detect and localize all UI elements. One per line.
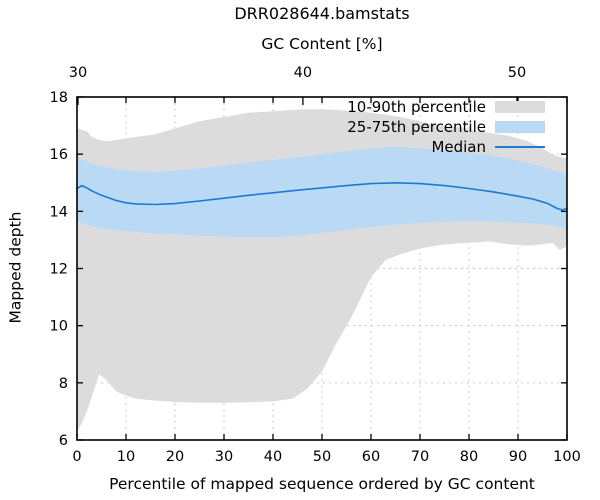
gc-tick-label: 30 [69, 65, 87, 81]
median-line [76, 182, 568, 211]
x-tick-label: 20 [166, 449, 184, 465]
gc-tick-label: 40 [294, 65, 312, 81]
gc-content-axis-label: GC Content [%] [261, 35, 383, 53]
legend: 10-90th percentile 25-75th percentile Me… [347, 97, 545, 157]
y-tick-label: 14 [50, 204, 68, 220]
legend-swatch-10-90 [495, 101, 545, 113]
chart-title: DRR028644.bamstats [234, 4, 410, 23]
x-tick-label: 60 [362, 449, 380, 465]
x-tick-label: 100 [553, 449, 581, 465]
x-axis-label: Percentile of mapped sequence ordered by… [109, 475, 535, 493]
x-tick-label: 10 [117, 449, 135, 465]
x-tick-label: 0 [72, 449, 81, 465]
legend-row-median: Median [431, 137, 545, 157]
x-tick-label: 80 [460, 449, 478, 465]
gc-tick-label: 50 [508, 65, 526, 81]
band-25-75th [77, 147, 567, 238]
legend-swatch-median-line [495, 146, 545, 148]
y-tick-label: 16 [50, 147, 68, 163]
x-tick-label: 40 [264, 449, 282, 465]
legend-label-25-75: 25-75th percentile [347, 118, 486, 136]
legend-row-10-90: 10-90th percentile [347, 97, 545, 117]
x-tick-label: 50 [313, 449, 331, 465]
x-tick-label: 90 [509, 449, 527, 465]
x-tick-label: 70 [411, 449, 429, 465]
y-tick-label: 6 [59, 433, 68, 449]
legend-label-10-90: 10-90th percentile [347, 98, 486, 116]
y-tick-label: 12 [50, 262, 68, 278]
y-tick-label: 8 [59, 376, 68, 392]
y-tick-label: 18 [50, 90, 68, 106]
legend-row-25-75: 25-75th percentile [347, 117, 545, 137]
legend-swatch-25-75 [495, 121, 545, 133]
y-tick-label: 10 [50, 319, 68, 335]
legend-label-median: Median [431, 138, 486, 156]
x-tick-label: 30 [215, 449, 233, 465]
